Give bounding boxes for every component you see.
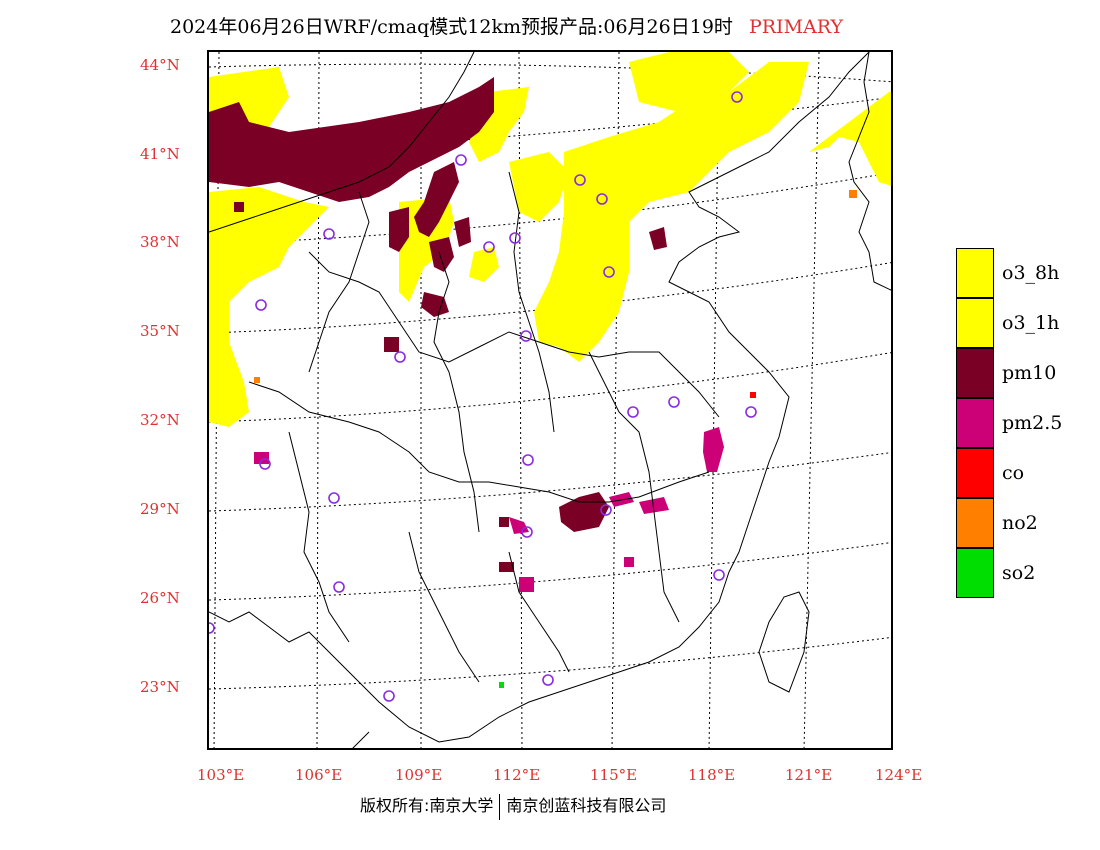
legend-label-pm25: pm2.5 — [1002, 412, 1063, 434]
lon-label-118: 118°E — [688, 766, 736, 784]
lat-label-35: 35°N — [140, 322, 180, 340]
pm10-region — [209, 77, 667, 572]
lon-label-121: 121°E — [785, 766, 833, 784]
map-title: 2024年06月26日WRF/cmaq模式12km预报产品:06月26日19时 … — [170, 12, 843, 39]
title-main: 2024年06月26日WRF/cmaq模式12km预报产品:06月26日19时 — [170, 16, 733, 38]
so2-patch — [499, 682, 504, 688]
lat-label-23: 23°N — [140, 678, 180, 696]
title-primary-tag: PRIMARY — [748, 16, 844, 38]
lon-label-124: 124°E — [875, 766, 923, 784]
lon-label-103: 103°E — [197, 766, 245, 784]
footer-right: 南京创蓝科技有限公司 — [506, 796, 667, 815]
copyright-footer: 版权所有:南京大学 南京创蓝科技有限公司 — [360, 792, 666, 820]
footer-left: 版权所有:南京大学 — [360, 796, 494, 815]
map-canvas — [209, 52, 891, 748]
legend-swatch-no2 — [956, 498, 994, 548]
lat-label-26: 26°N — [140, 589, 180, 607]
legend-label-pm10: pm10 — [1002, 362, 1057, 384]
legend-swatch-pm25 — [956, 398, 994, 448]
legend-label-no2: no2 — [1002, 512, 1038, 534]
lon-label-112: 112°E — [493, 766, 541, 784]
legend-label-co: co — [1002, 462, 1025, 484]
legend-swatch-so2 — [956, 548, 994, 598]
legend-swatch-co — [956, 448, 994, 498]
footer-separator — [499, 793, 501, 820]
legend-swatch-o3-8h — [956, 248, 994, 298]
lat-label-44: 44°N — [140, 56, 180, 74]
co-patch — [750, 392, 756, 398]
lat-label-41: 41°N — [140, 145, 180, 163]
lat-label-29: 29°N — [140, 500, 180, 518]
legend-label-so2: so2 — [1002, 562, 1036, 584]
no2-patch — [849, 190, 857, 198]
no2-patch-2 — [254, 377, 260, 383]
lon-label-115: 115°E — [590, 766, 638, 784]
lon-label-106: 106°E — [295, 766, 343, 784]
pm25-region — [254, 427, 724, 592]
legend-label-o3-1h: o3_1h — [1002, 312, 1060, 334]
forecast-map — [207, 50, 893, 750]
legend-label-o3-8h: o3_8h — [1002, 262, 1060, 284]
legend-swatch-pm10 — [956, 348, 994, 398]
boundaries — [209, 52, 891, 748]
station-markers — [209, 91, 757, 702]
lon-label-109: 109°E — [395, 766, 443, 784]
o3-region — [209, 52, 891, 427]
lat-label-38: 38°N — [140, 233, 180, 251]
lat-label-32: 32°N — [140, 411, 180, 429]
legend-swatch-o3-1h — [956, 298, 994, 348]
